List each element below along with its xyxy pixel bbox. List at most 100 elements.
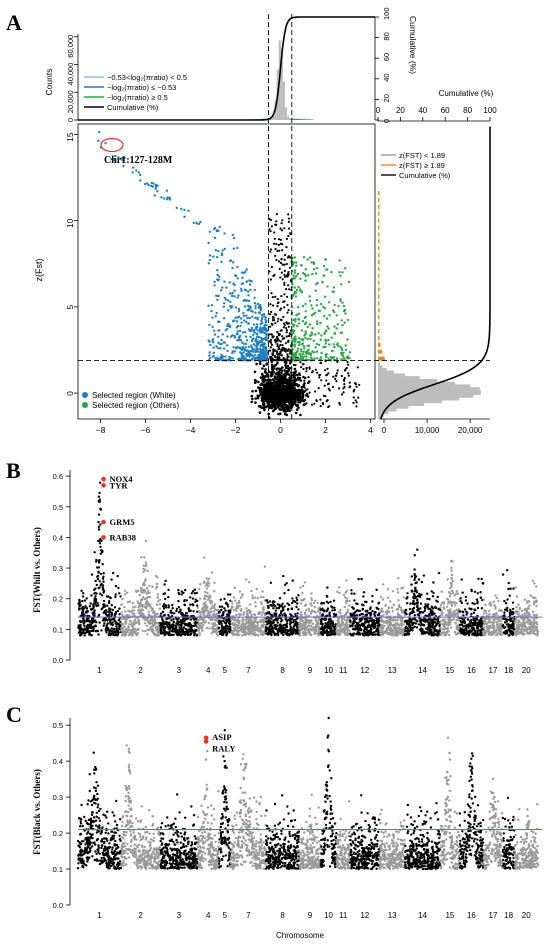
scatter-point-black — [274, 313, 278, 316]
scatter-point-black — [301, 395, 305, 398]
manhattan-point — [224, 622, 228, 625]
manhattan-point — [170, 611, 174, 615]
manhattan-point — [163, 621, 167, 624]
scatter-point-black — [269, 230, 272, 233]
manhattan-ytick-label: 0.4 — [53, 533, 63, 542]
scatter-point-green — [324, 295, 327, 298]
manhattan-point — [251, 625, 254, 628]
a-right-hist-bar — [378, 287, 380, 292]
manhattan-point — [310, 592, 313, 595]
scatter-point-black — [278, 368, 282, 372]
scatter-point-black — [285, 327, 288, 330]
manhattan-point — [123, 625, 126, 628]
manhattan-point — [151, 622, 154, 625]
scatter-point-blue — [233, 350, 237, 353]
scatter-point-green — [330, 336, 333, 339]
manhattan-point — [156, 576, 159, 579]
a-right-hist-bar — [378, 204, 380, 209]
scatter-point-green — [308, 256, 312, 259]
scatter-point-black — [276, 305, 279, 308]
manhattan-point — [119, 595, 122, 598]
manhattan-point — [254, 601, 257, 604]
scatter-point-blue — [149, 184, 153, 188]
scatter-point-blue — [263, 315, 266, 318]
manhattan-point — [123, 593, 127, 596]
manhattan-point — [133, 609, 136, 612]
manhattan-point — [115, 625, 118, 628]
scatter-point-black — [287, 284, 290, 287]
scatter-point-green — [304, 332, 308, 335]
manhattan-point — [199, 582, 202, 586]
scatter-point-green — [337, 304, 340, 308]
a-main-xtick-label: 4 — [368, 425, 373, 435]
scatter-point-blue — [221, 286, 224, 289]
manhattan-point — [119, 617, 123, 621]
manhattan-point — [275, 612, 278, 615]
scatter-point-blue — [258, 305, 261, 308]
a-right-hist-bar — [378, 253, 380, 258]
manhattan-point — [118, 607, 121, 610]
scatter-point-green — [319, 321, 322, 325]
a-right-hist-bar — [378, 232, 380, 237]
scatter-point-black — [343, 383, 346, 386]
a-top-ytick-label: 20,000 — [66, 90, 75, 113]
scatter-point-blue — [254, 304, 257, 307]
scatter-point-blue — [160, 196, 163, 199]
scatter-point-blue — [247, 299, 251, 303]
scatter-point-black — [286, 311, 289, 314]
manhattan-point — [200, 621, 203, 625]
scatter-point-blue — [229, 292, 232, 295]
manhattan-point — [94, 595, 97, 598]
scatter-point-blue — [255, 337, 258, 341]
scatter-point-green — [293, 329, 296, 332]
manhattan-point — [82, 592, 85, 595]
manhattan-point — [95, 621, 98, 624]
manhattan-point — [97, 495, 101, 498]
manhattan-point — [265, 620, 268, 623]
scatter-point-black — [295, 408, 299, 411]
manhattan-point — [120, 623, 124, 626]
manhattan-point — [245, 620, 248, 623]
scatter-point-black — [269, 313, 272, 316]
scatter-point-blue — [262, 353, 266, 356]
scatter-point-green — [290, 339, 294, 343]
manhattan-point — [97, 571, 100, 574]
scatter-point-black — [301, 399, 304, 402]
manhattan-point — [250, 589, 253, 593]
manhattan-point — [127, 626, 130, 629]
manhattan-point — [241, 594, 244, 597]
manhattan-point — [141, 629, 144, 632]
scatter-point-black — [319, 361, 322, 365]
manhattan-point — [212, 610, 215, 613]
manhattan-point — [135, 632, 138, 636]
manhattan-point — [78, 604, 81, 608]
scatter-point-green — [324, 330, 327, 333]
scatter-point-green — [325, 317, 329, 320]
scatter-point-blue — [234, 306, 238, 309]
manhattan-point — [203, 597, 206, 600]
manhattan-point — [101, 577, 105, 580]
manhattan-point — [195, 634, 199, 637]
scatter-point-black — [276, 361, 279, 365]
scatter-point-green — [333, 303, 336, 307]
scatter-point-blue — [244, 330, 247, 334]
scatter-point-green — [325, 353, 328, 356]
manhattan-point — [205, 594, 208, 598]
scatter-point-green — [295, 264, 298, 267]
manhattan-point — [167, 606, 171, 609]
scatter-point-green — [292, 277, 295, 280]
manhattan-point — [140, 612, 143, 616]
a-right-hist-bar — [378, 322, 380, 327]
scatter-point-green — [301, 304, 305, 308]
manhattan-point — [109, 596, 112, 599]
scatter-point-black — [288, 288, 291, 291]
manhattan-point — [163, 626, 166, 629]
a-right-x2tick-label: 0 — [376, 106, 381, 115]
manhattan-point — [107, 627, 110, 630]
scatter-point-green — [328, 343, 331, 346]
scatter-point-green — [295, 351, 298, 354]
manhattan-point — [137, 619, 140, 622]
manhattan-point — [124, 610, 127, 613]
manhattan-point — [84, 605, 87, 608]
scatter-point-black — [278, 375, 282, 378]
